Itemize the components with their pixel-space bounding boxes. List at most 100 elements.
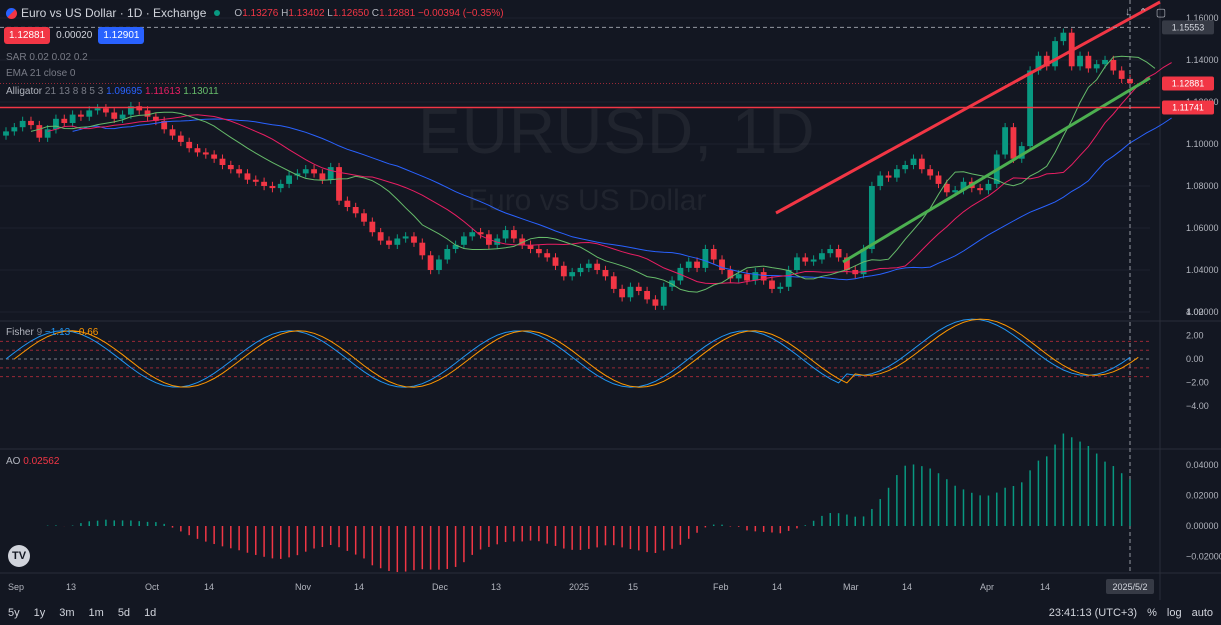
- candle-body: [685, 261, 692, 268]
- symbol-title[interactable]: Euro vs US Dollar · 1D · Exchange: [21, 6, 207, 20]
- candle-body: [352, 207, 359, 214]
- candle-body: [760, 272, 767, 281]
- time-axis-label: 2025: [569, 582, 589, 592]
- price-tick-label: 1.08000: [1186, 181, 1219, 191]
- percent-toggle[interactable]: %: [1147, 606, 1157, 619]
- ao-legend[interactable]: AO 0.02562: [6, 456, 60, 467]
- low-value: 1.12650: [332, 7, 370, 19]
- current-price-label: 1.12881: [1172, 78, 1205, 88]
- range-5y[interactable]: 5y: [8, 606, 20, 619]
- range-1m[interactable]: 1m: [88, 606, 104, 619]
- candle-body: [344, 200, 351, 207]
- candle-body: [444, 249, 451, 260]
- candle-body: [577, 267, 584, 273]
- sell-button[interactable]: 1.12881: [4, 27, 51, 44]
- candle-body: [1093, 64, 1100, 69]
- level-price-label-bg: [1162, 100, 1214, 115]
- arrow-down-icon[interactable]: ↓: [1125, 6, 1131, 18]
- candle-body: [785, 270, 792, 287]
- candle-body: [910, 158, 917, 165]
- candle-body: [977, 188, 984, 191]
- candle-body: [194, 148, 201, 153]
- candle-body: [719, 259, 725, 270]
- fisher-legend[interactable]: Fisher 9 −1.13 −0.66: [6, 327, 99, 338]
- candle-body: [11, 127, 18, 132]
- candle-body: [144, 110, 151, 117]
- candle-body: [652, 299, 659, 306]
- current-price-label-bg: [1162, 76, 1214, 91]
- candle-body: [960, 181, 967, 191]
- candle-body: [535, 249, 542, 254]
- candle-body: [152, 116, 159, 121]
- candle-body: [660, 286, 667, 306]
- candle-body: [802, 257, 809, 262]
- candle-body: [19, 120, 26, 128]
- auto-toggle[interactable]: auto: [1191, 606, 1213, 619]
- time-axis-label: Sep: [8, 582, 24, 592]
- candle-body: [627, 286, 634, 298]
- candle-body: [502, 230, 509, 239]
- candle-body: [752, 272, 759, 281]
- clock[interactable]: 23:41:13 (UTC+3): [1048, 606, 1138, 619]
- fisher-tick-label: 0.00: [1186, 354, 1204, 364]
- range-1y[interactable]: 1y: [33, 606, 46, 619]
- time-axis-label: 14: [354, 582, 364, 592]
- ao-tick-label: 0.00000: [1186, 521, 1219, 531]
- tradingview-logo-icon[interactable]: TV: [8, 545, 30, 567]
- candle-body: [319, 173, 326, 180]
- candle-body: [386, 240, 392, 245]
- candle-body: [1102, 60, 1108, 65]
- level-price-label: 1.11741: [1172, 102, 1204, 112]
- price-tick-label: 1.04000: [1186, 265, 1219, 275]
- candle-body: [868, 186, 875, 249]
- candle-body: [202, 152, 209, 155]
- candle-body: [935, 175, 942, 184]
- bottom-toolbar: 5y 1y 3m 1m 5d 1d 23:41:13 (UTC+3) % log…: [0, 600, 1221, 625]
- time-axis-label: 13: [66, 582, 76, 592]
- time-axis-label: Dec: [432, 582, 449, 592]
- range-5d[interactable]: 5d: [117, 606, 131, 619]
- collapse-icon[interactable]: ⌃: [1138, 7, 1148, 19]
- sar-legend[interactable]: SAR 0.02 0.02 0.2: [6, 52, 88, 63]
- candle-body: [585, 263, 592, 268]
- candle-body: [269, 186, 276, 189]
- candle-body: [710, 249, 717, 260]
- fisher-tick-label: −2.00: [1186, 378, 1209, 388]
- alligator-legend[interactable]: Alligator 21 13 8 8 5 3 1.09695 1.11613 …: [6, 86, 219, 97]
- maximize-icon[interactable]: ▢: [1155, 7, 1167, 19]
- candle-body: [177, 135, 184, 142]
- candle-body: [211, 154, 218, 159]
- candle-body: [635, 286, 642, 291]
- candle-body: [127, 106, 134, 115]
- range-1d[interactable]: 1d: [144, 606, 157, 619]
- support-trendline: [842, 76, 1151, 264]
- candle-body: [436, 259, 442, 270]
- candle-body: [735, 274, 742, 279]
- candle-body: [236, 169, 243, 174]
- candle-body: [311, 169, 317, 174]
- watermark-symbol: EURUSD, 1D: [418, 95, 816, 167]
- candle-body: [377, 232, 384, 241]
- ema-legend[interactable]: EMA 21 close 0: [6, 68, 76, 79]
- candle-body: [594, 263, 601, 270]
- time-axis-label: Feb: [713, 582, 729, 592]
- candle-body: [61, 118, 68, 123]
- candle-body: [902, 165, 909, 170]
- ao-tick-label: 0.02000: [1186, 491, 1219, 501]
- candle-body: [136, 106, 143, 111]
- log-toggle[interactable]: log: [1166, 606, 1182, 619]
- buy-button[interactable]: 1.12901: [98, 27, 145, 44]
- alligator-teeth-line: [47, 62, 1172, 285]
- candle-body: [794, 257, 800, 270]
- fisher-trigger-line: [13, 318, 1139, 388]
- candle-body: [53, 118, 59, 130]
- candle-body: [569, 272, 576, 277]
- candle-body: [469, 232, 476, 237]
- range-3m[interactable]: 3m: [59, 606, 75, 619]
- candle-body: [744, 274, 750, 281]
- candle-body: [694, 261, 700, 268]
- candle-body: [94, 108, 101, 111]
- candle-body: [835, 249, 842, 258]
- candle-body: [1060, 32, 1067, 42]
